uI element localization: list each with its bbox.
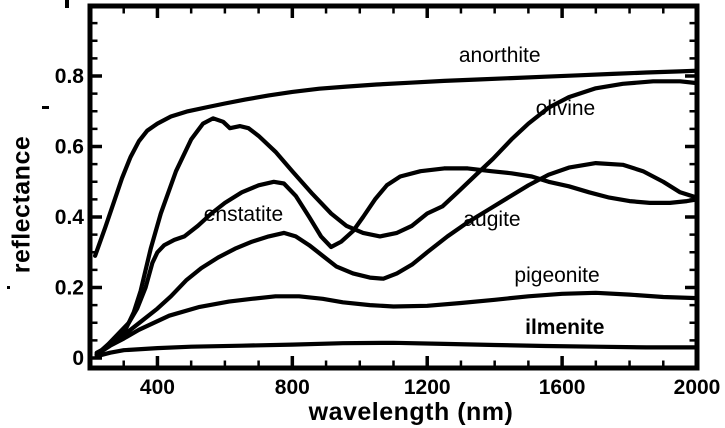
curve-olivine: [94, 79, 700, 355]
x-tick-label: 1200: [404, 376, 451, 399]
x-tick-label: 1600: [539, 376, 586, 399]
y-tick-label: 0.6: [55, 136, 84, 159]
curve-augite: [94, 161, 700, 357]
y-tick-label: 0.2: [55, 277, 84, 300]
curve-label-pigeonite: pigeonite: [514, 264, 599, 287]
plot-frame: [87, 3, 700, 371]
curve-anorthite: [93, 68, 700, 258]
curve-label-olivine: olivine: [536, 97, 596, 120]
y-tick-label: 0.4: [55, 206, 85, 229]
y-tick-label: 0.8: [55, 65, 85, 88]
x-tick-label: 800: [275, 376, 310, 399]
x-tick-label: 2000: [674, 376, 721, 399]
curve-label-enstatite: enstatite: [204, 203, 283, 226]
cropped-label-artifact: [65, 0, 69, 8]
y-tick-label: 0: [72, 347, 84, 370]
curve-label-anorthite: anorthite: [459, 44, 541, 67]
x-axis-title: wavelength (nm): [308, 398, 514, 426]
y-axis-title: reflectance: [7, 135, 36, 274]
curve-enstatite: [94, 166, 700, 357]
x-tick-label: 400: [140, 376, 175, 399]
scan-speck: [42, 106, 49, 109]
curve-label-augite: augite: [463, 208, 520, 231]
curve-label-ilmenite: ilmenite: [525, 316, 604, 339]
curve-pigeonite: [94, 290, 700, 357]
scan-speck: [7, 286, 10, 289]
curve-ilmenite: [94, 340, 700, 359]
